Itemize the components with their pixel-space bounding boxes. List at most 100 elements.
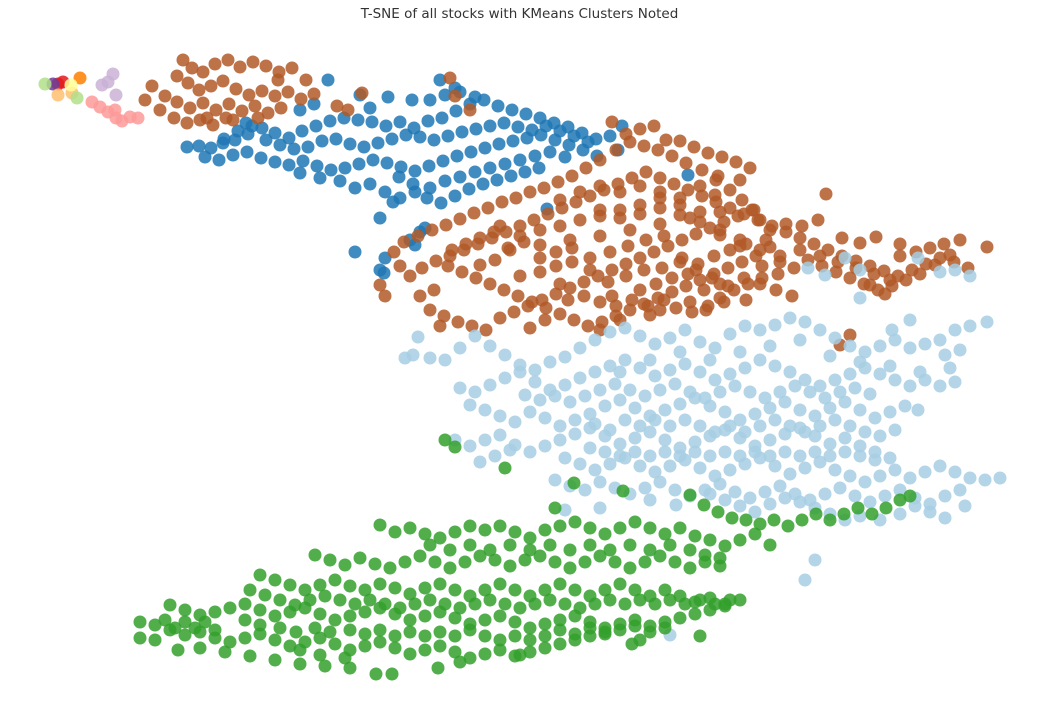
scatter-point (643, 353, 657, 367)
scatter-point (538, 439, 552, 453)
scatter-point (385, 667, 399, 681)
scatter-point (753, 517, 767, 531)
scatter-point (253, 568, 267, 582)
scatter-point (422, 159, 436, 173)
scatter-point (668, 555, 682, 569)
scatter-point (463, 538, 477, 552)
scatter-point (828, 331, 842, 345)
scatter-point (379, 119, 393, 133)
scatter-point (878, 287, 892, 301)
scatter-point (464, 145, 478, 159)
scatter-series-11 (64, 78, 78, 92)
scatter-point (519, 107, 533, 121)
scatter-point (538, 641, 552, 655)
scatter-point (651, 143, 665, 157)
scatter-point (406, 177, 420, 191)
scatter-series-2 (398, 251, 1007, 642)
scatter-point (583, 251, 597, 265)
scatter-point (903, 489, 917, 503)
scatter-point (217, 132, 231, 146)
scatter-point (318, 659, 332, 673)
scatter-point (593, 295, 607, 309)
scatter-point (533, 549, 547, 563)
scatter-point (911, 403, 925, 417)
scatter-point (493, 409, 507, 423)
scatter-point (248, 99, 262, 113)
scatter-point (268, 633, 282, 647)
scatter-series-1 (138, 53, 994, 352)
scatter-point (333, 593, 347, 607)
scatter-point (408, 597, 422, 611)
scatter-point (508, 525, 522, 539)
scatter-point (783, 311, 797, 325)
scatter-point (609, 299, 623, 313)
scatter-point (341, 103, 355, 117)
scatter-point (838, 251, 852, 265)
chart-title: T-SNE of all stocks with KMeans Clusters… (360, 6, 679, 22)
scatter-point (506, 134, 520, 148)
scatter-point (759, 233, 773, 247)
scatter-point (616, 484, 630, 498)
scatter-point (183, 101, 197, 115)
scatter-point (673, 208, 687, 222)
scatter-point (518, 388, 532, 402)
scatter-point (462, 182, 476, 196)
scatter-point (625, 171, 639, 185)
scatter-point (282, 131, 296, 145)
scatter-point (209, 103, 223, 117)
scatter-point (226, 113, 240, 127)
scatter-point (567, 476, 581, 490)
scatter-point (837, 507, 851, 521)
scatter-point (748, 505, 762, 519)
scatter-point (755, 259, 769, 273)
scatter-point (523, 531, 537, 545)
scatter-point (953, 233, 967, 247)
scatter-point (603, 325, 617, 339)
scatter-point (863, 387, 877, 401)
scatter-point (673, 397, 687, 411)
scatter-point (553, 577, 567, 591)
scatter-point (258, 588, 272, 602)
scatter-point (879, 501, 893, 515)
scatter-point (433, 531, 447, 545)
scatter-point (548, 473, 562, 487)
scatter-point (423, 593, 437, 607)
scatter-point (593, 229, 607, 243)
scatter-point (793, 449, 807, 463)
scatter-point (685, 305, 699, 319)
scatter-point (659, 133, 673, 147)
scatter-point (428, 555, 442, 569)
scatter-point (865, 507, 879, 521)
scatter-point (717, 295, 731, 309)
scatter-point (683, 543, 697, 557)
scatter-point (498, 597, 512, 611)
scatter-point (748, 407, 762, 421)
scatter-point (619, 257, 633, 271)
scatter-point (913, 365, 927, 379)
scatter-point (807, 237, 821, 251)
scatter-point (683, 385, 697, 399)
scatter-point (853, 263, 867, 277)
scatter-point (490, 173, 504, 187)
scatter-point (693, 419, 707, 433)
scatter-point (681, 267, 695, 281)
scatter-point (198, 615, 212, 629)
scatter-point (628, 583, 642, 597)
scatter-point (558, 150, 572, 164)
scatter-point (768, 459, 782, 473)
scatter-point (493, 609, 507, 623)
scatter-point (673, 521, 687, 535)
scatter-point (425, 223, 439, 237)
scatter-point (663, 593, 677, 607)
scatter-point (133, 615, 147, 629)
scatter-point (697, 283, 711, 297)
scatter-point (873, 367, 887, 381)
scatter-point (413, 549, 427, 563)
scatter-point (488, 253, 502, 267)
scatter-point (505, 103, 519, 117)
scatter-point (324, 163, 338, 177)
scatter-point (273, 138, 287, 152)
scatter-point (565, 241, 579, 255)
scatter-point (648, 413, 662, 427)
